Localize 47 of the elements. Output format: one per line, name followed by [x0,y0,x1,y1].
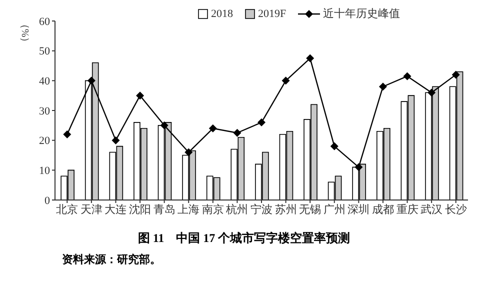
point [63,130,72,138]
x-tick-label: 宁波 [250,202,272,216]
x-tick-label: 成都 [372,202,394,216]
x-tick-label: 深圳 [348,202,370,216]
point [306,54,314,62]
y-tick-label: 40 [39,76,50,88]
y-tick-label: 10 [39,165,50,178]
point [354,163,363,172]
point [160,121,168,130]
point [258,118,266,126]
x-tick-label: 青岛 [153,202,176,216]
text: 资料来源：研究部。 [62,252,161,267]
point [87,76,96,85]
x-tick-label: 武汉 [420,202,443,216]
point [330,142,338,150]
point [378,82,387,91]
x-tick-label: 长沙 [444,202,467,216]
x-tick-label: 南京 [202,202,224,216]
x-tick-label: 天津 [80,202,102,216]
x-tick-label: 北京 [56,202,78,216]
legend-label: 2018 [210,8,233,20]
y-tick-label: 20 [39,135,50,148]
text: 图 11 中国 17 个城市写字楼空置率预测 [136,230,352,247]
legend-label: 近十年历史峰值 [323,7,400,21]
y-axis-title: （%） [18,18,31,50]
y-tick-label: 60 [39,16,50,28]
x-tick-label: 重庆 [396,202,418,216]
y-tick-label: 30 [39,105,50,118]
point [233,128,242,137]
x-tick-label: 苏州 [274,202,297,216]
x-tick-label: 杭州 [225,202,248,216]
x-tick-label: 上海 [178,202,200,216]
point [403,72,412,80]
x-tick-label: 广州 [323,202,346,216]
point [112,136,120,144]
point [208,124,217,132]
y-tick-label: 50 [39,46,50,58]
x-tick-label: 沈阳 [129,202,152,216]
x-tick-label: 大连 [104,202,127,216]
point [136,92,144,100]
x-tick-label: 无锡 [299,204,322,216]
legend-label: 2019F [258,8,286,20]
point [452,70,460,79]
point [184,148,193,156]
point [428,88,436,97]
point [282,76,290,85]
y-tick-label: 0 [44,194,50,207]
